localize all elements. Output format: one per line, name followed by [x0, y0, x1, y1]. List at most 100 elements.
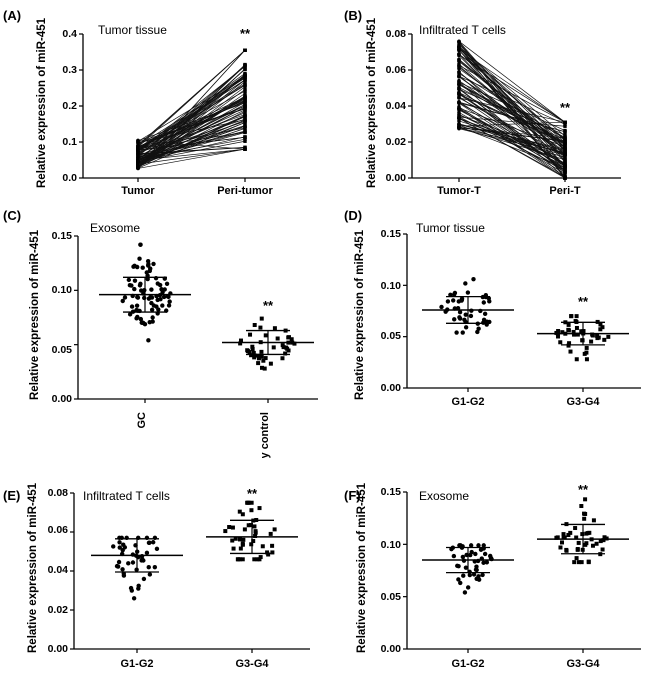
data-point	[251, 539, 256, 544]
y-tick-label: 0.1	[62, 136, 77, 148]
data-point	[558, 340, 563, 345]
data-point	[139, 320, 144, 325]
data-point	[563, 155, 567, 160]
data-point	[590, 332, 595, 337]
data-point	[457, 104, 461, 109]
y-tick-label: 0.2	[62, 100, 77, 112]
chart-title: Exosome	[419, 489, 469, 503]
data-point	[561, 532, 566, 537]
data-point	[246, 500, 251, 505]
data-point	[117, 545, 122, 550]
panel-label: (F)	[344, 488, 361, 503]
data-point	[457, 40, 461, 45]
data-point	[586, 559, 591, 564]
paired-line	[137, 136, 246, 162]
data-point	[286, 335, 291, 340]
data-point	[136, 159, 140, 164]
data-point	[457, 69, 461, 74]
data-point	[556, 329, 561, 334]
data-point	[136, 149, 140, 154]
data-point	[243, 135, 247, 139]
x-category-label: G3-G4	[566, 658, 600, 670]
data-point	[243, 139, 247, 143]
data-point	[579, 560, 584, 565]
data-point	[270, 550, 275, 555]
data-point	[566, 327, 571, 332]
data-point	[149, 300, 154, 306]
paired-line	[458, 63, 566, 155]
data-point	[252, 353, 257, 358]
data-point	[556, 334, 561, 339]
y-tick-label: 0.00	[381, 643, 402, 655]
data-point	[249, 542, 254, 547]
data-point	[566, 343, 571, 348]
data-point	[563, 158, 567, 162]
data-point	[243, 63, 247, 68]
data-point	[242, 527, 247, 532]
y-tick-label: 0.02	[386, 136, 407, 148]
data-point	[563, 152, 567, 157]
y-tick-label: 0.15	[381, 486, 402, 498]
paired-line	[137, 121, 246, 158]
paired-line	[137, 122, 246, 169]
data-point	[289, 337, 294, 342]
y-tick-label: 0.08	[386, 28, 407, 40]
x-category-label: Tumor-T	[437, 185, 481, 197]
y-tick-label: 0.08	[48, 487, 69, 499]
chart-title: Infiltrated T cells	[419, 23, 506, 37]
data-point	[246, 523, 251, 528]
chart-title: Exosome	[90, 221, 140, 235]
data-point	[457, 101, 461, 105]
y-axis-label: Relative expression of miR-451	[36, 17, 48, 188]
data-point	[563, 149, 567, 153]
data-point	[281, 345, 286, 350]
data-point	[243, 126, 247, 130]
data-point	[249, 508, 254, 513]
paired-line	[137, 132, 246, 162]
data-point	[458, 580, 463, 586]
data-point	[147, 540, 152, 545]
data-point	[457, 115, 461, 119]
data-point	[563, 145, 567, 149]
data-point	[248, 523, 253, 528]
data-point	[454, 330, 459, 335]
data-point	[448, 292, 453, 297]
data-point	[243, 130, 247, 135]
x-category-label: G1-G2	[120, 658, 153, 670]
y-tick-label: 0.00	[48, 643, 69, 655]
x-category-label: G1-G2	[451, 396, 484, 408]
paired-line	[137, 140, 246, 163]
data-point	[245, 348, 250, 353]
data-point	[563, 137, 567, 142]
data-point	[238, 338, 243, 343]
paired-line	[458, 114, 566, 167]
data-point	[243, 78, 247, 82]
data-point	[235, 557, 240, 562]
y-tick-label: 0.10	[381, 280, 402, 292]
data-point	[252, 323, 257, 328]
data-point	[560, 330, 565, 335]
panel-label: (A)	[3, 8, 21, 23]
data-point	[268, 361, 273, 366]
data-point	[452, 317, 457, 322]
y-tick-label: 0.15	[52, 230, 73, 242]
paired-line	[458, 92, 566, 165]
data-point	[233, 536, 238, 541]
data-point	[563, 122, 567, 127]
data-point	[150, 315, 155, 320]
y-tick-label: 0.4	[62, 28, 77, 40]
data-point	[256, 361, 261, 366]
y-tick-labels: 0.00 0.02 0.04 0.06 0.08	[386, 28, 407, 184]
data-point	[457, 66, 461, 71]
data-point	[240, 512, 245, 517]
significance-marker: **	[560, 100, 571, 115]
data-point	[606, 334, 611, 339]
plot-area	[70, 492, 310, 653]
data-point	[167, 299, 172, 304]
data-point	[161, 294, 167, 300]
y-tick-label: 0.10	[52, 284, 73, 296]
paired-line	[137, 114, 246, 154]
panel-d-chart: (D) Relative expression of miR-451 Tumor…	[344, 208, 641, 408]
y-tick-label: 0.02	[48, 604, 69, 616]
paired-line	[458, 68, 566, 145]
